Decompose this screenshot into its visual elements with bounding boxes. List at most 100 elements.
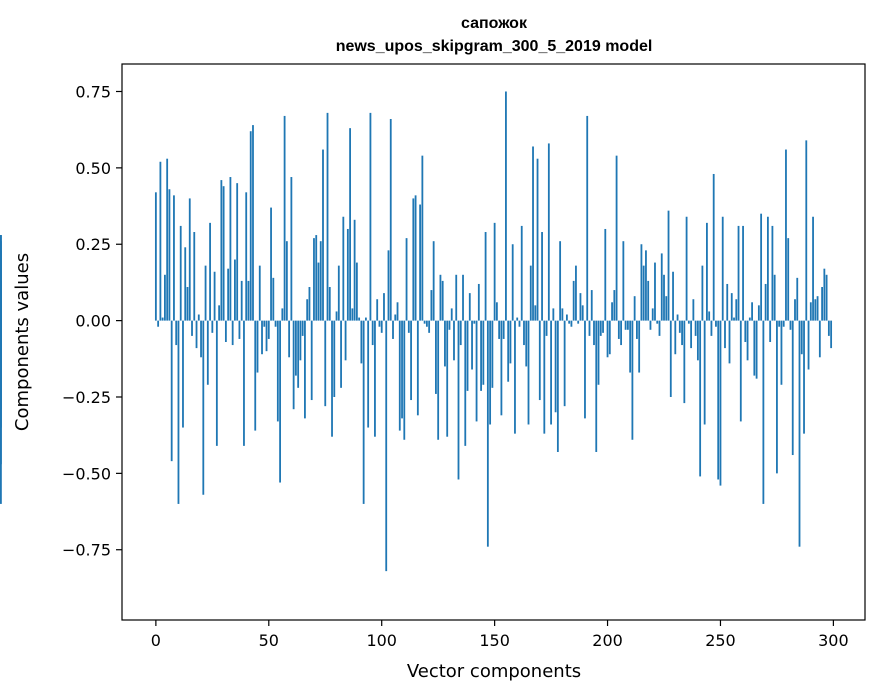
- bar: [412, 198, 415, 321]
- bar: [326, 112, 329, 321]
- bar: [254, 320, 257, 431]
- bar: [281, 308, 284, 321]
- bar: [486, 320, 489, 547]
- bar: [301, 320, 304, 336]
- bar: [383, 293, 385, 321]
- bar: [410, 320, 412, 401]
- bar: [667, 210, 670, 321]
- bar: [240, 280, 243, 321]
- bar: [355, 262, 358, 321]
- bar: [590, 290, 593, 321]
- bar: [703, 320, 706, 425]
- x-tick-label: 200: [592, 631, 623, 650]
- bar: [622, 241, 625, 321]
- bar: [794, 299, 796, 321]
- bar: [728, 320, 731, 364]
- bar: [782, 320, 785, 327]
- bar: [812, 216, 814, 321]
- bar: [236, 183, 239, 321]
- bar: [166, 158, 169, 321]
- bar: [394, 314, 397, 321]
- bar: [211, 320, 214, 333]
- bar: [164, 274, 166, 321]
- bar: [766, 216, 769, 321]
- bar: [631, 320, 634, 440]
- bar: [638, 320, 641, 373]
- bar: [353, 219, 356, 321]
- bar: [516, 317, 519, 321]
- bar: [376, 299, 379, 321]
- bar: [231, 320, 234, 346]
- bar: [477, 283, 480, 321]
- bar: [263, 320, 266, 327]
- bar: [687, 320, 690, 324]
- y-tick-label: 0.75: [75, 82, 111, 101]
- bar: [403, 320, 406, 440]
- bar: [265, 320, 268, 352]
- bar: [349, 128, 351, 321]
- bar: [173, 195, 175, 321]
- bar: [778, 320, 781, 327]
- bar: [448, 320, 451, 330]
- bar: [493, 222, 496, 321]
- bar: [577, 320, 580, 324]
- bar: [665, 296, 668, 321]
- bar: [439, 274, 442, 321]
- bar: [685, 216, 688, 321]
- bar: [489, 320, 492, 425]
- bar: [398, 320, 401, 431]
- bar: [640, 244, 643, 321]
- bar: [491, 320, 494, 388]
- bar-series: [0, 91, 833, 572]
- bar: [751, 302, 753, 321]
- bar: [191, 320, 193, 336]
- bar: [760, 213, 763, 321]
- bar: [202, 320, 205, 495]
- bar: [414, 195, 417, 321]
- bar: [186, 287, 189, 321]
- bar: [706, 222, 708, 321]
- bar: [209, 222, 211, 321]
- bar: [651, 308, 654, 321]
- bar: [620, 320, 622, 346]
- bar: [358, 317, 361, 321]
- bar: [421, 155, 424, 321]
- bar: [654, 262, 656, 321]
- bar: [554, 320, 557, 413]
- bar: [484, 232, 487, 321]
- bar: [261, 320, 263, 355]
- bar: [270, 207, 272, 321]
- bar: [807, 320, 810, 370]
- bar: [683, 320, 686, 404]
- bar: [405, 238, 408, 321]
- bar: [798, 320, 801, 547]
- bar: [206, 320, 209, 385]
- bar: [466, 320, 469, 391]
- y-tick-label: −0.75: [62, 541, 111, 560]
- bar: [299, 320, 302, 361]
- bar: [617, 320, 620, 339]
- bar: [279, 320, 281, 483]
- bar: [821, 287, 823, 321]
- bar: [157, 320, 160, 327]
- bar: [724, 320, 726, 349]
- bar: [717, 320, 720, 480]
- bar: [342, 216, 345, 321]
- y-axis-label: Components values: [12, 253, 33, 431]
- bar: [453, 320, 455, 361]
- bar: [267, 320, 270, 339]
- bar: [360, 320, 363, 364]
- x-tick-label: 300: [818, 631, 849, 650]
- bar: [249, 131, 252, 321]
- chart-subtitle: news_upos_skipgram_300_5_2019 model: [336, 38, 653, 55]
- bar: [468, 293, 471, 321]
- bar: [502, 320, 505, 339]
- bar: [696, 320, 699, 361]
- bar: [482, 320, 485, 385]
- bar: [256, 320, 259, 373]
- bar: [633, 296, 636, 321]
- bar: [308, 287, 311, 321]
- bar: [708, 311, 711, 321]
- bar: [559, 241, 562, 321]
- bar: [392, 320, 394, 339]
